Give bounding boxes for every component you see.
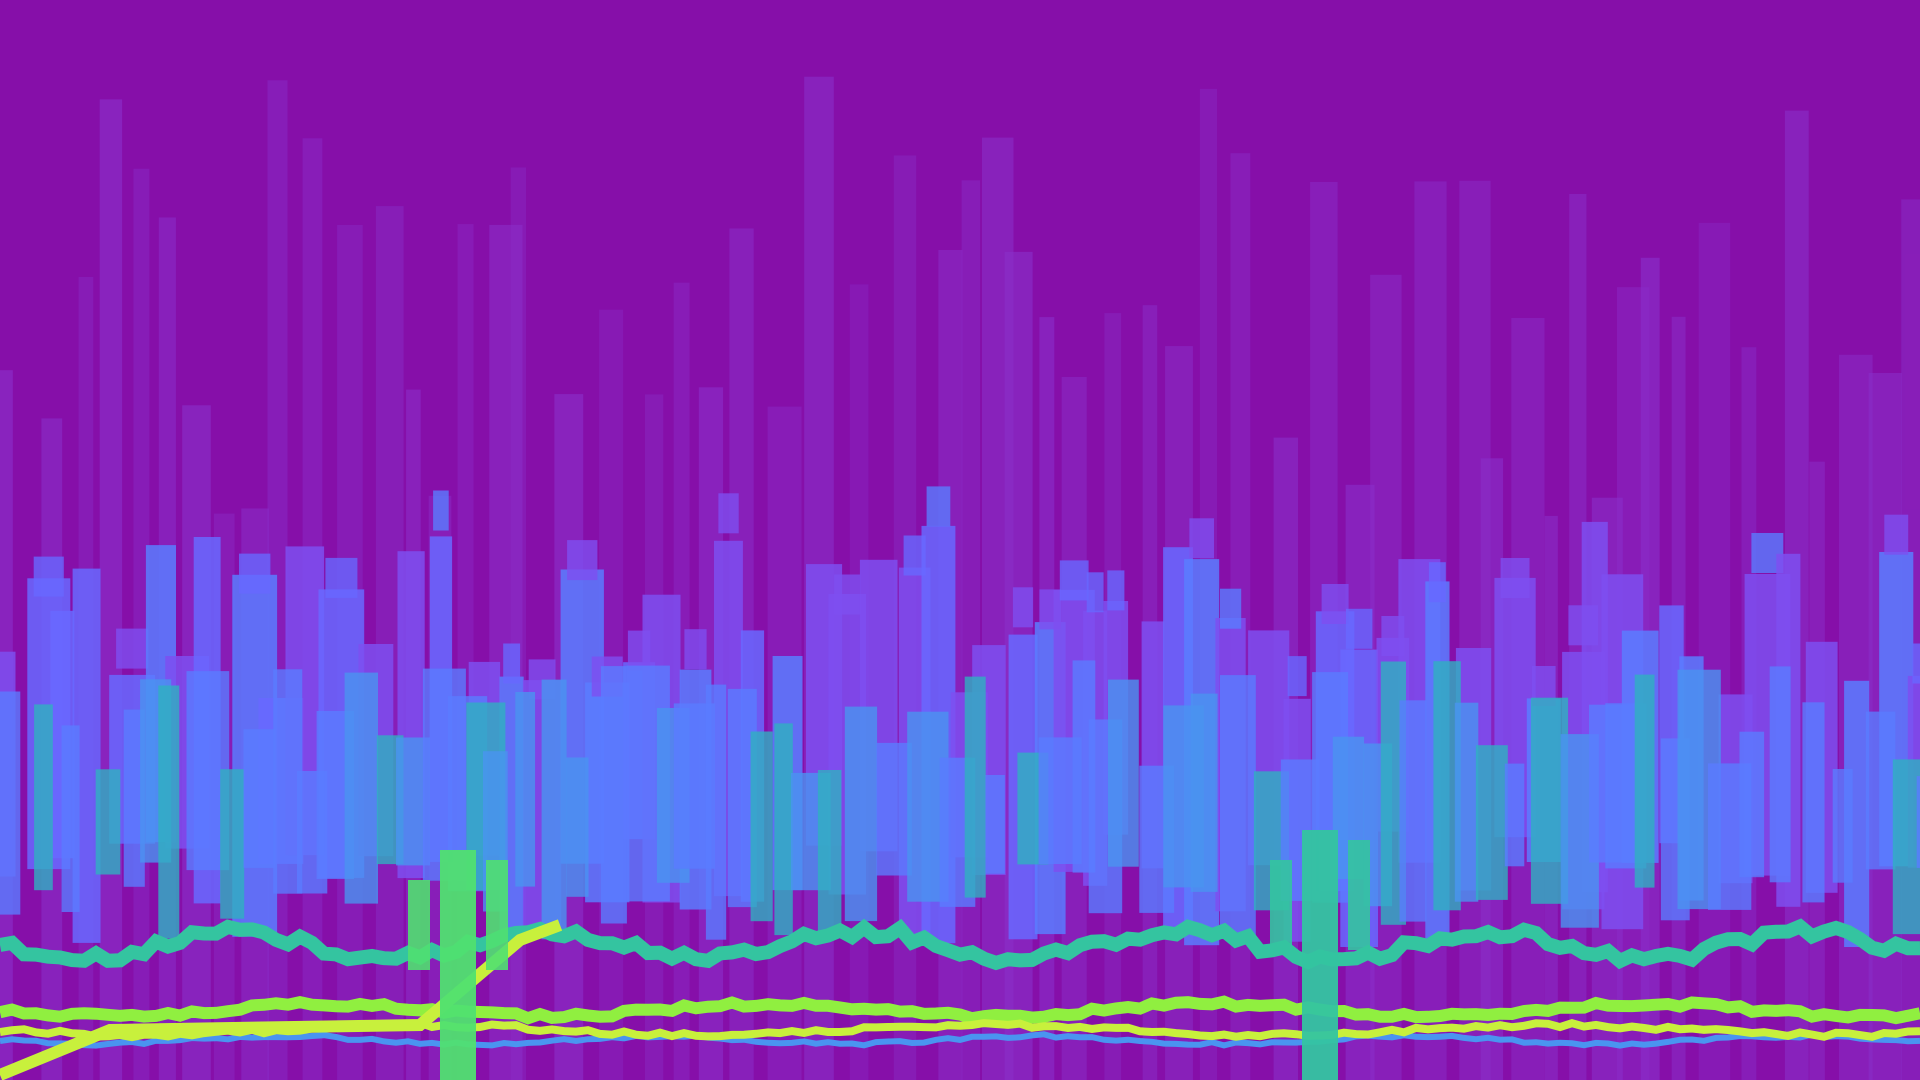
mid-bar-step [1059,560,1089,601]
near-bar [1220,675,1256,938]
near-bar [1802,702,1825,903]
mid-bar-step [1346,608,1373,649]
near-bar [750,731,773,922]
mid-bar-step [1107,570,1125,611]
near-bar [1190,693,1218,892]
near-bar [220,769,245,919]
near-bar [566,757,589,897]
mid-bar-step [684,629,707,670]
green-spike [1302,830,1338,1080]
near-bar [1892,759,1920,935]
green-spike-branch [1348,840,1370,950]
far-bar [961,180,980,1080]
near-bar [985,775,1005,874]
mid-bar-step [503,643,521,684]
near-bars-layer [0,660,1920,940]
near-bar [964,676,986,898]
near-bar [600,666,627,924]
near-bar [1739,731,1765,878]
near-bar [0,691,21,915]
near-bar [1769,666,1791,883]
near-bar [844,706,878,922]
mid-bar-step [1189,518,1214,559]
mid-bar-step [567,540,598,581]
near-bar [61,725,80,912]
near-bar [817,770,842,938]
near-bar [1865,711,1896,870]
mid-bar-step [1428,562,1446,603]
near-bar [243,729,276,868]
near-bar [1399,700,1427,922]
wave-line-green [0,918,1920,971]
near-bar [705,684,727,940]
mid-bar-step [1531,666,1556,706]
green-spikes-layer [408,830,1370,1080]
near-bar [34,704,53,891]
mid-bar-step [1220,588,1242,629]
wave-lines-layer [0,918,1920,1080]
near-bar [1108,679,1139,867]
near-bar [1475,745,1508,900]
mid-bar-step [834,574,861,615]
near-bar [1832,769,1853,883]
near-bar [541,679,567,940]
near-bar [1634,674,1655,888]
near-bar [158,685,180,939]
near-bar [774,723,793,936]
near-bar [876,742,912,876]
mid-bar-step [433,490,449,531]
mid-bar-step [33,556,64,597]
near-bar [515,692,536,887]
mid-bar-step [239,553,271,594]
mid-bar-step [903,535,926,576]
green-spike-branch [408,880,430,970]
near-bar [1504,763,1525,867]
mid-bar-step [1884,514,1909,555]
near-bar [123,709,145,887]
mid-bar-step [926,486,951,527]
wave-line-blue [0,1031,1920,1049]
green-spike-branch [486,860,508,970]
diagonal-line [0,919,563,1080]
mid-bar-step [116,628,149,669]
mid-bar-step [1287,656,1307,697]
mid-bar-step [1912,643,1920,684]
near-bar [1454,702,1479,902]
near-bar [95,769,121,875]
mid-bar-step [1012,587,1034,628]
mid-bar-step [1321,584,1349,624]
mid-bar-step [718,493,739,534]
mid-bar-step [1500,558,1530,598]
mid-bar-step [325,557,358,598]
green-spike-branch [1270,860,1292,950]
wave-line-lime [0,995,1920,1025]
near-bar [344,672,378,904]
far-bar [99,99,123,1080]
near-bar [1916,776,1920,868]
green-spike [440,850,476,1080]
mid-bar-step [1086,572,1104,613]
